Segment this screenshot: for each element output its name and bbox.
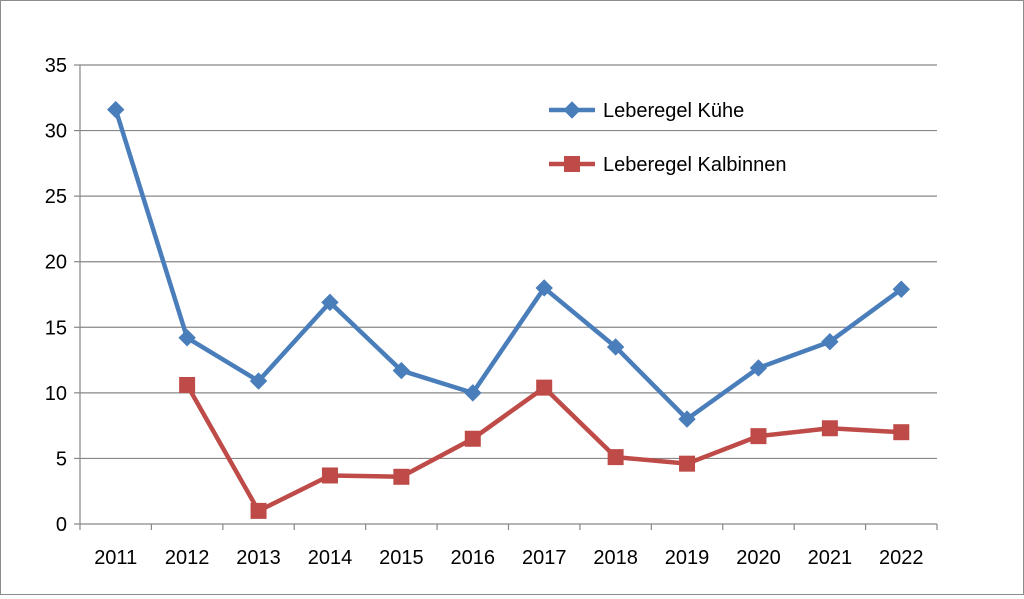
series-layer	[107, 100, 910, 519]
y-tick-label: 0	[56, 514, 67, 536]
x-tick-label: 2021	[808, 547, 853, 569]
x-tick-labels: 2011 2012 2013 2014 2015 2016 2017 2018 2019 2020…	[94, 547, 923, 569]
x-tick-label: 2011	[94, 547, 137, 569]
data-point	[249, 372, 268, 390]
y-tick-label: 20	[45, 252, 67, 274]
data-point	[107, 100, 125, 119]
data-point	[536, 379, 553, 396]
x-tick-label: 2013	[236, 547, 281, 569]
y-tick-label: 15	[45, 317, 67, 339]
legend-item: Leberegel Kalbinnen	[549, 154, 787, 176]
x-tick-label: 2014	[308, 547, 353, 569]
data-point	[464, 384, 482, 402]
data-point	[678, 410, 696, 428]
data-point	[821, 420, 838, 437]
data-point	[179, 376, 196, 393]
y-tick-label: 35	[45, 55, 67, 77]
data-point	[892, 280, 910, 298]
legend: Leberegel Kühe Leberegel Kalbinnen	[549, 100, 787, 176]
data-point	[607, 449, 624, 466]
x-tick-label: 2022	[879, 547, 924, 569]
y-tick-labels: 0 5 10 15 20 25 30 35	[45, 55, 67, 536]
y-tick-label: 5	[56, 448, 67, 470]
legend-label: Leberegel Kalbinnen	[603, 154, 787, 176]
x-tick-label: 2018	[593, 547, 638, 569]
x-tick-label: 2020	[736, 547, 781, 569]
data-point	[321, 467, 338, 484]
legend-item: Leberegel Kühe	[549, 100, 744, 122]
data-point	[821, 333, 839, 351]
axes	[74, 64, 938, 530]
series-line	[113, 108, 903, 422]
data-point	[893, 424, 910, 441]
y-tick-label: 25	[45, 186, 67, 208]
data-point	[535, 279, 553, 297]
data-point	[750, 428, 767, 445]
x-tick-label: 2016	[451, 547, 496, 569]
y-tick-label: 10	[45, 383, 67, 405]
data-point	[178, 329, 196, 347]
data-point	[679, 455, 696, 472]
data-point	[392, 361, 411, 380]
series-1	[107, 100, 910, 428]
gridlines	[80, 64, 937, 460]
data-point	[464, 430, 481, 447]
data-point	[749, 359, 768, 377]
data-point	[250, 502, 267, 519]
series-2	[179, 376, 910, 519]
x-tick-label: 2015	[379, 547, 424, 569]
data-point	[606, 338, 625, 356]
y-tick-label: 30	[45, 121, 67, 143]
x-tick-label: 2012	[165, 547, 210, 569]
x-tick-label: 2017	[522, 547, 567, 569]
x-tick-label: 2019	[665, 547, 710, 569]
legend-marker	[564, 156, 580, 172]
legend-label: Leberegel Kühe	[603, 100, 744, 122]
data-point	[321, 293, 339, 312]
series-line	[185, 383, 902, 514]
legend-marker	[563, 101, 581, 119]
data-point	[393, 468, 410, 485]
